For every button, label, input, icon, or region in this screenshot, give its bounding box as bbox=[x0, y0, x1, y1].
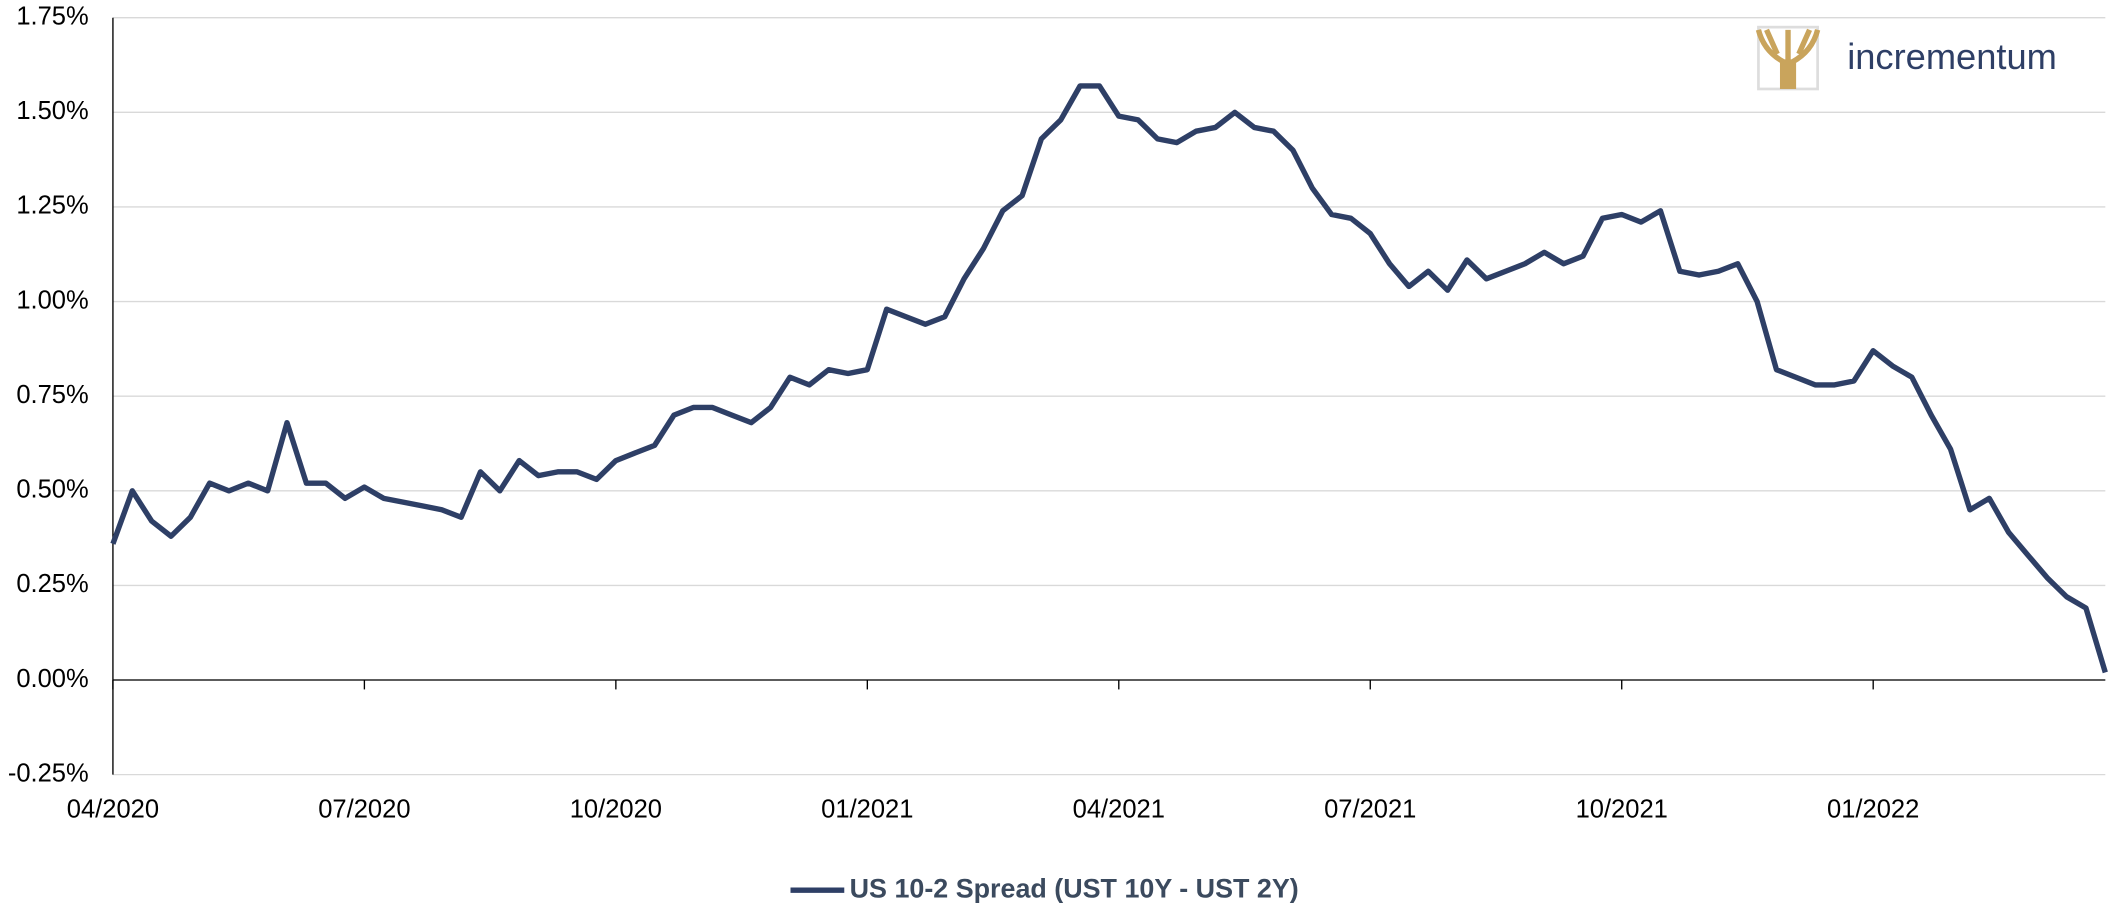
y-tick-label: 1.00% bbox=[16, 286, 88, 314]
x-tick-label: 01/2021 bbox=[821, 796, 913, 824]
x-tick-label: 10/2020 bbox=[570, 796, 662, 824]
x-tick-label: 01/2022 bbox=[1827, 796, 1919, 824]
y-tick-label: 0.75% bbox=[16, 381, 88, 409]
logo-icon bbox=[1755, 25, 1821, 91]
y-tick-label: -0.25% bbox=[8, 759, 89, 787]
y-tick-label: 1.50% bbox=[16, 97, 88, 125]
y-tick-label: 0.25% bbox=[16, 570, 88, 598]
y-tick-label: 0.50% bbox=[16, 476, 88, 504]
x-tick-label: 07/2020 bbox=[318, 796, 410, 824]
series-line bbox=[110, 83, 2108, 674]
y-tick-label: 1.75% bbox=[16, 2, 88, 30]
y-tick-label: 1.25% bbox=[16, 192, 88, 220]
x-tick-label: 07/2021 bbox=[1324, 796, 1416, 824]
logo-text: incrementum bbox=[1847, 36, 2057, 77]
x-tick-label: 04/2020 bbox=[67, 796, 159, 824]
x-tick-label: 10/2021 bbox=[1576, 796, 1668, 824]
y-tick-label: 0.00% bbox=[16, 665, 88, 693]
legend-label: US 10-2 Spread (UST 10Y - UST 2Y) bbox=[850, 873, 1299, 903]
x-tick-label: 04/2021 bbox=[1073, 796, 1165, 824]
